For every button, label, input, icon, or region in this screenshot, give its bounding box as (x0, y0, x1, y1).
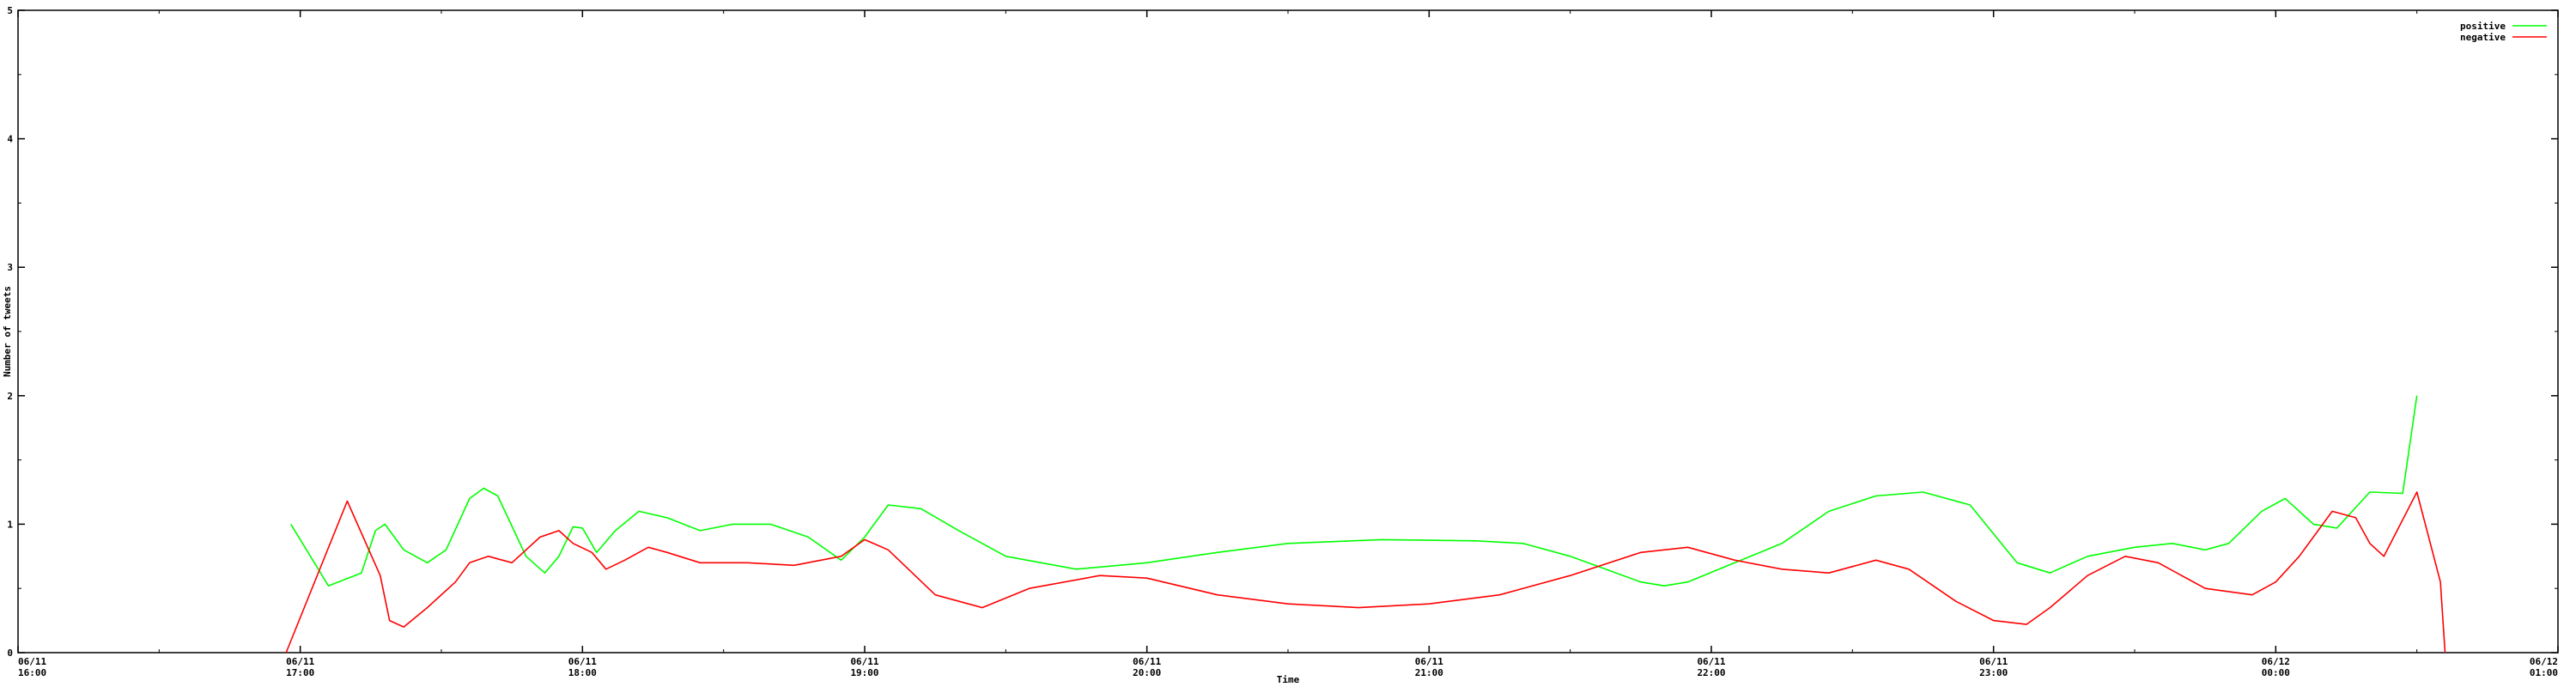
x-tick-label-date: 06/11 (286, 656, 314, 667)
x-tick-label-date: 06/11 (1697, 656, 1725, 667)
legend-label-negative: negative (2460, 32, 2506, 43)
y-tick-label: 2 (7, 391, 13, 402)
x-tick-label-time: 16:00 (18, 667, 46, 678)
x-tick-label-time: 00:00 (2262, 667, 2290, 678)
x-tick-label-date: 06/11 (850, 656, 878, 667)
y-axis-label: Number of tweets (2, 286, 13, 377)
y-tick-label: 5 (7, 5, 13, 16)
series-layer (285, 395, 2446, 654)
x-tick-label-date: 06/11 (1415, 656, 1443, 667)
y-tick-label: 1 (7, 519, 13, 530)
x-tick-label-date: 06/12 (2262, 656, 2290, 667)
x-tick-label-date: 06/12 (2530, 656, 2558, 667)
series-line-negative (285, 491, 2446, 654)
y-tick-label: 3 (7, 262, 13, 273)
x-axis-label: Time (1277, 674, 1300, 685)
series-line-positive (290, 395, 2418, 587)
y-tick-label: 4 (7, 134, 13, 145)
x-tick-label-time: 21:00 (1415, 667, 1443, 678)
x-tick-label-date: 06/11 (1133, 656, 1161, 667)
x-tick-label-date: 06/11 (1979, 656, 2008, 667)
x-tick-label-time: 19:00 (850, 667, 878, 678)
x-axis: 06/1116:0006/1117:0006/1118:0006/1119:00… (17, 10, 2559, 678)
x-tick-label-date: 06/11 (18, 656, 46, 667)
y-axis: 0 1 2 3 4 5 (7, 5, 2558, 659)
x-tick-label-time: 17:00 (286, 667, 314, 678)
x-tick-label-time: 18:00 (568, 667, 597, 678)
x-tick-label-date: 06/11 (568, 656, 597, 667)
x-tick-label-time: 01:00 (2530, 667, 2558, 678)
x-tick-label-time: 20:00 (1133, 667, 1161, 678)
plot-border (17, 9, 2559, 654)
x-tick-label-time: 23:00 (1979, 667, 2008, 678)
x-tick-label-time: 22:00 (1697, 667, 1725, 678)
legend-label-positive: positive (2460, 21, 2506, 32)
y-tick-label: 0 (7, 647, 13, 659)
